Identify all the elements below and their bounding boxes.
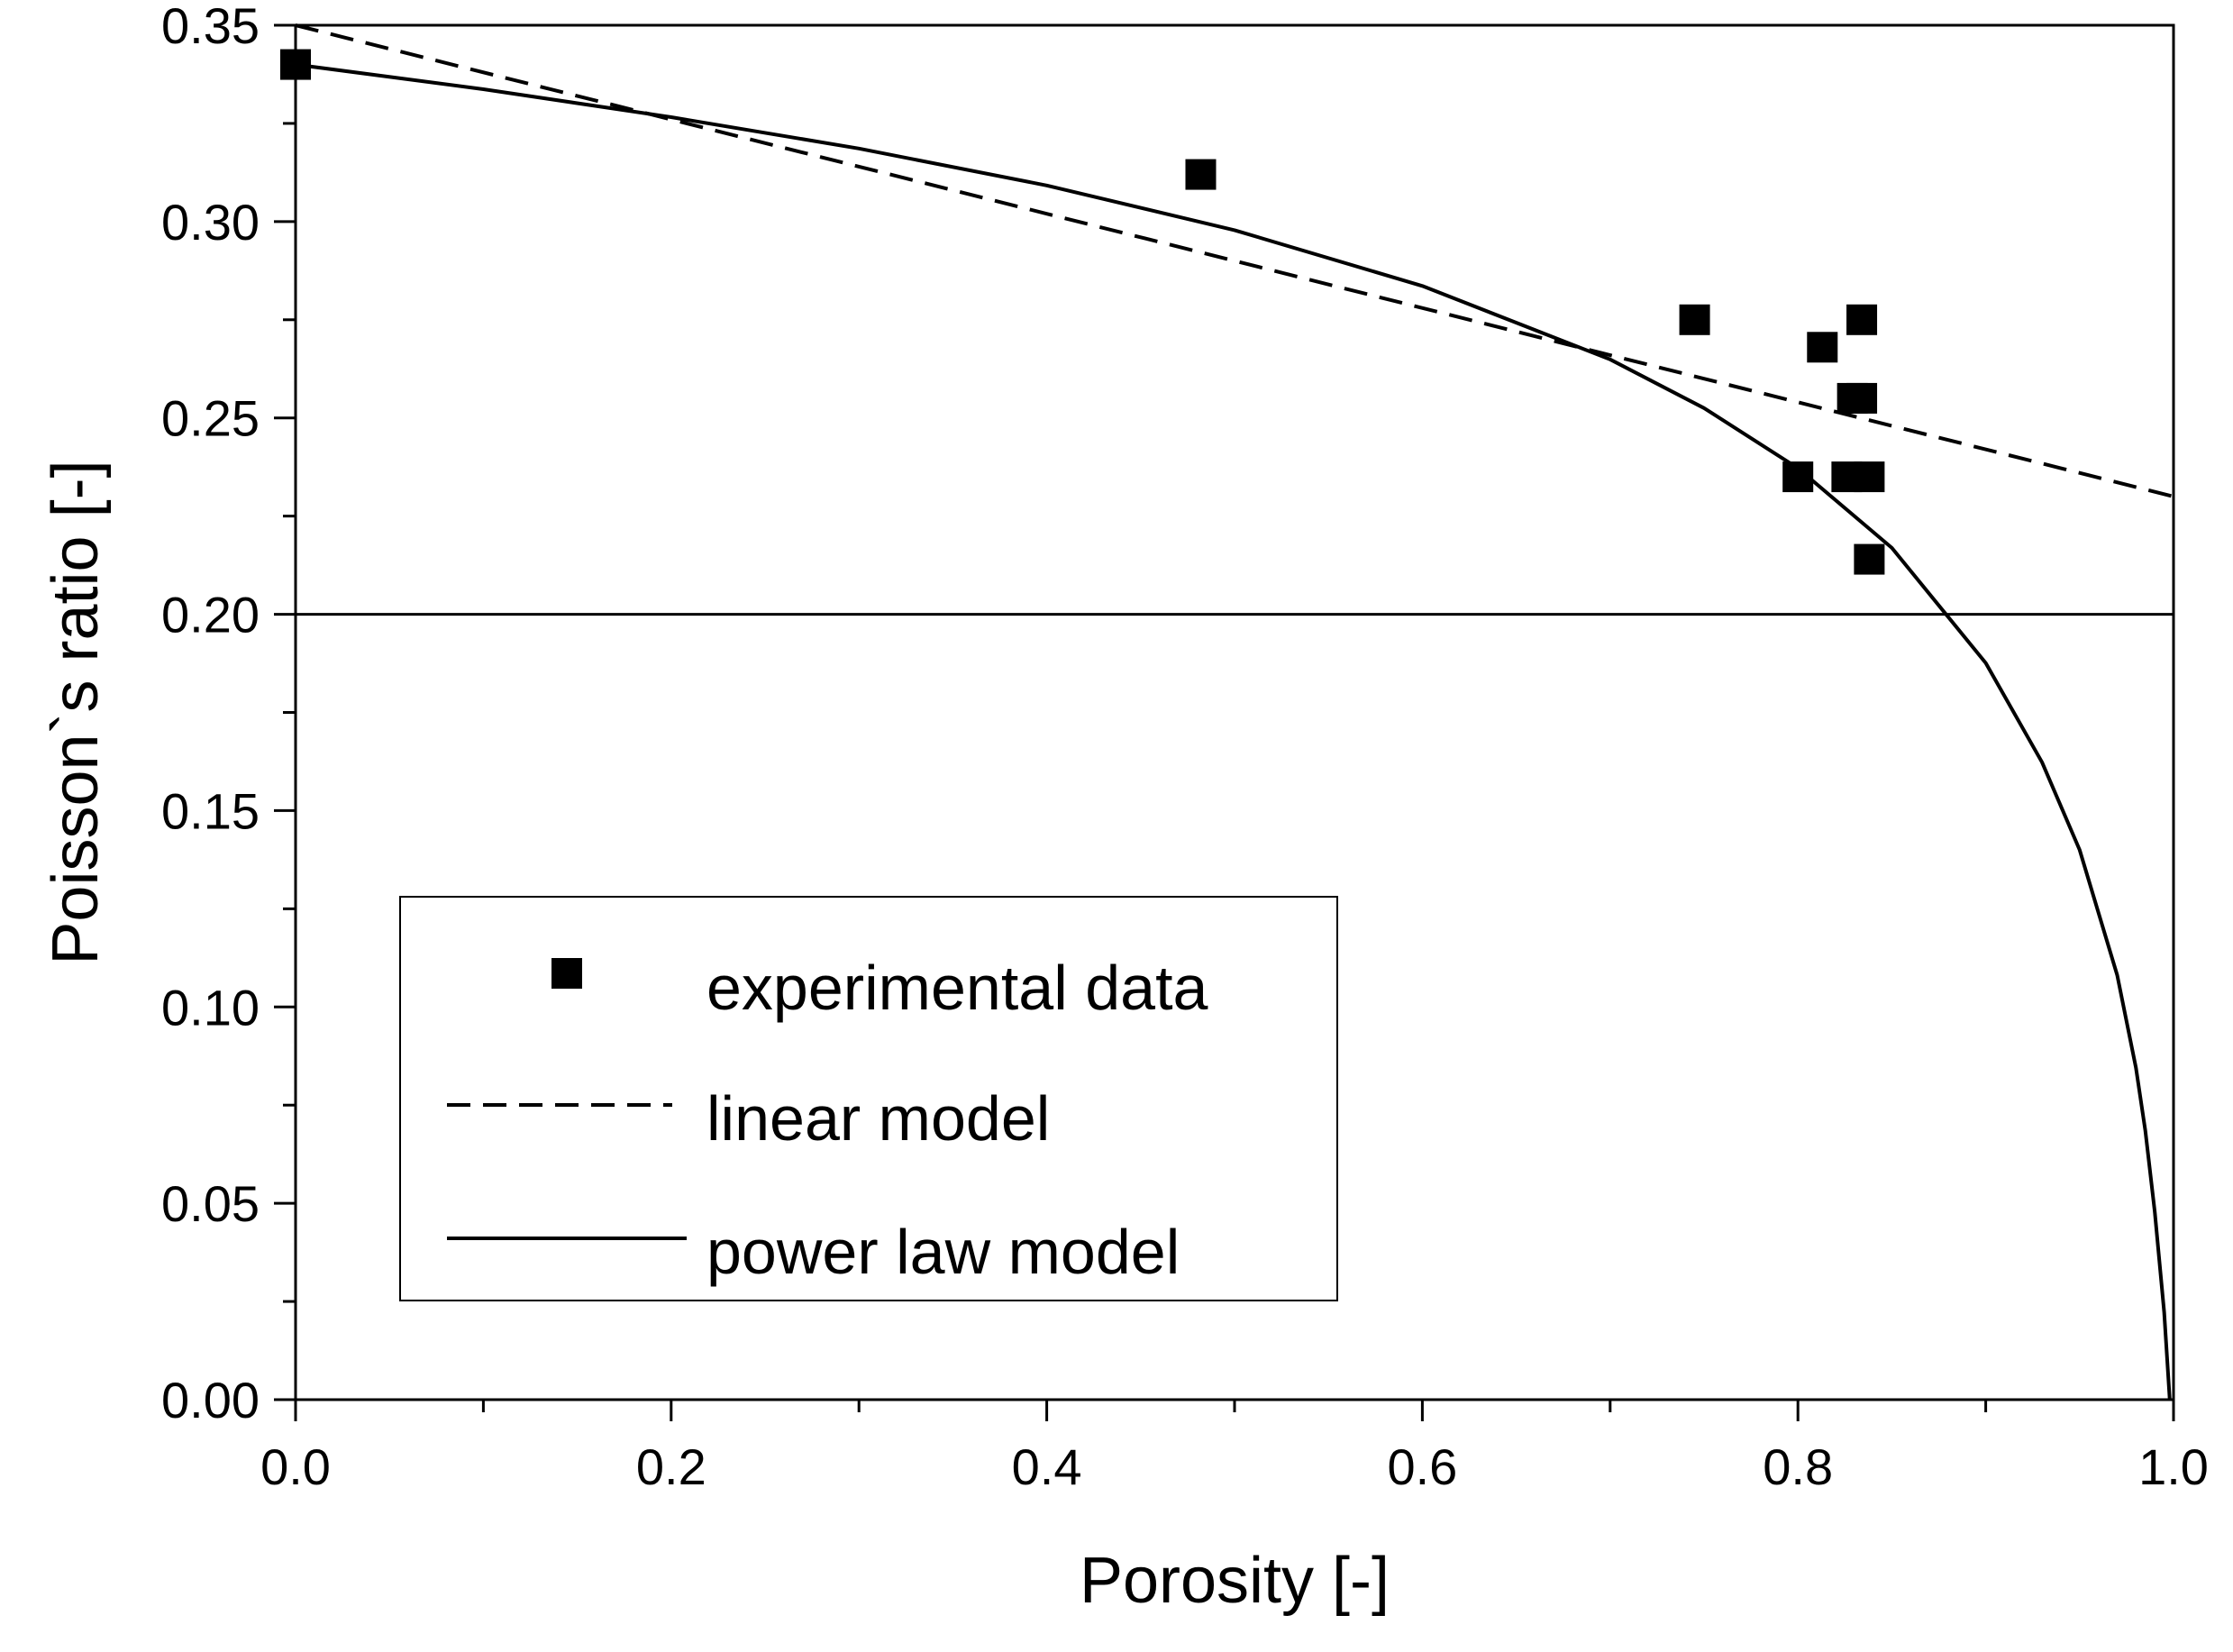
power-law-model-line — [295, 62, 2172, 1401]
y-tick-label: 0.00 — [161, 1372, 260, 1428]
legend-label-linear: linear model — [706, 1083, 1050, 1154]
x-tick-label: 0.8 — [1763, 1438, 1833, 1495]
x-tick-label: 0.6 — [1387, 1438, 1457, 1495]
plot-lines — [295, 23, 2174, 1401]
x-axis-ticks: 0.0 0.2 0.4 0.6 0.8 1.0 — [260, 1400, 2209, 1495]
linear-model-line — [295, 23, 2174, 498]
y-tick-label: 0.05 — [161, 1175, 260, 1232]
legend-label-power-law: power law model — [706, 1217, 1180, 1287]
y-axis-ticks: 0.00 0.05 0.10 0.15 0.20 0.25 0.30 0.35 — [161, 0, 296, 1428]
legend-label-experimental: experimental data — [706, 953, 1208, 1023]
legend-square-marker — [551, 958, 582, 989]
data-point-10 — [1854, 543, 1885, 575]
data-point-3 — [1807, 332, 1838, 363]
y-tick-label: 0.15 — [161, 782, 260, 839]
data-point-4 — [1846, 304, 1878, 335]
legend: experimental data linear model power law… — [399, 896, 1338, 1301]
data-point-2 — [1679, 304, 1710, 335]
y-tick-label: 0.30 — [161, 194, 260, 251]
data-point-7 — [1782, 461, 1814, 493]
data-point-1 — [1185, 159, 1217, 190]
x-axis-title: Porosity [-] — [1080, 1545, 1390, 1617]
data-point-6 — [1846, 382, 1878, 414]
y-tick-label: 0.35 — [161, 0, 260, 54]
x-tick-label: 1.0 — [2138, 1438, 2209, 1495]
y-axis-title: Poisson`s ratio [-] — [40, 460, 112, 964]
x-tick-label: 0.0 — [260, 1438, 331, 1495]
y-tick-label: 0.20 — [161, 587, 260, 643]
y-tick-label: 0.25 — [161, 390, 260, 447]
y-tick-label: 0.10 — [161, 979, 260, 1036]
x-tick-label: 0.2 — [636, 1438, 706, 1495]
data-point-9 — [1854, 461, 1885, 493]
x-tick-label: 0.4 — [1012, 1438, 1082, 1495]
plot-markers — [280, 49, 1885, 575]
